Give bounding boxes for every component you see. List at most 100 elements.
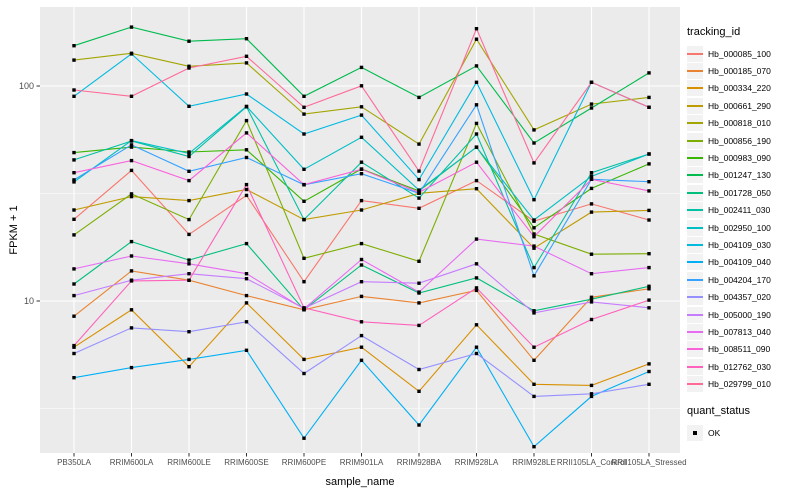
- data-point: [589, 202, 594, 206]
- legend-item-label: Hb_000334_220: [708, 83, 771, 94]
- legend-item-Hb_000185_070: Hb_000185_070: [687, 62, 799, 80]
- data-point: [72, 150, 76, 155]
- legend-item-Hb_008511_090: Hb_008511_090: [687, 341, 799, 358]
- data-point: [417, 259, 421, 263]
- data-point: [417, 177, 421, 182]
- data-point: [359, 208, 364, 212]
- data-point: [129, 138, 134, 143]
- data-point: [72, 88, 76, 92]
- data-point: [129, 365, 134, 370]
- x-tick-label: RRIM600PE: [282, 458, 326, 467]
- legend-item-label: Hb_001247_130: [708, 170, 771, 181]
- data-point: [187, 330, 191, 334]
- data-point: [647, 298, 651, 302]
- data-point: [359, 241, 364, 246]
- legend: tracking_id Hb_000085_100 Hb_000185_070 Hb…: [687, 26, 799, 441]
- data-point: [359, 172, 364, 176]
- data-point: [72, 351, 76, 356]
- data-point: [589, 177, 594, 181]
- legend-item-Hb_001728_050: Hb_001728_050: [687, 184, 799, 201]
- data-point: [302, 112, 306, 116]
- data-point: [187, 169, 191, 173]
- data-point: [72, 376, 76, 380]
- legend-key-icon: [687, 80, 703, 97]
- data-point: [129, 94, 134, 98]
- legend-item-label: Hb_004109_030: [708, 239, 771, 250]
- legend-item-label: Hb_000818_010: [708, 118, 771, 129]
- data-point: [532, 445, 536, 449]
- data-point: [187, 104, 191, 108]
- data-point: [359, 320, 364, 324]
- data-point: [244, 320, 249, 324]
- data-point: [72, 314, 76, 318]
- legend-item-label: OK: [708, 427, 721, 438]
- data-point: [474, 121, 479, 126]
- data-point: [302, 167, 306, 171]
- data-point: [72, 58, 76, 62]
- data-point: [417, 188, 421, 192]
- legend-title-quant-status: quant_status: [687, 404, 750, 417]
- data-point: [359, 135, 364, 139]
- legend-key-icon: [687, 167, 703, 184]
- x-tick-label: RRIM600SE: [224, 458, 268, 467]
- data-point: [187, 278, 191, 282]
- data-point: [589, 102, 594, 106]
- x-tick-label: RRIM928LE: [512, 458, 556, 467]
- legend-key-icon: [687, 323, 703, 340]
- data-point: [474, 351, 479, 356]
- data-point: [187, 365, 191, 369]
- data-point: [72, 171, 76, 175]
- data-point: [129, 239, 134, 244]
- data-point: [244, 37, 249, 41]
- data-point: [474, 80, 479, 84]
- data-point: [474, 27, 479, 31]
- data-point: [647, 362, 651, 366]
- legend-title-tracking-id: tracking_id: [687, 26, 741, 38]
- legend-item-label: Hb_000661_290: [708, 100, 771, 111]
- data-point: [72, 217, 76, 221]
- legend-item-Hb_004357_020: Hb_004357_020: [687, 288, 799, 306]
- legend-item-Hb_000085_100: Hb_000085_100: [687, 45, 799, 62]
- legend-item-label: Hb_001728_050: [708, 187, 771, 198]
- data-point: [359, 198, 364, 203]
- legend-key-icon: [687, 219, 703, 236]
- data-point: [244, 293, 249, 298]
- data-point: [187, 272, 191, 276]
- data-point: [187, 66, 191, 70]
- data-point: [72, 208, 76, 212]
- legend-item-label: Hb_008511_090: [708, 344, 771, 355]
- data-point: [532, 235, 536, 239]
- data-point: [532, 311, 536, 315]
- data-point: [244, 277, 249, 281]
- legend-item-label: Hb_004109_040: [708, 257, 771, 268]
- data-point: [474, 178, 479, 183]
- data-point: [647, 369, 651, 374]
- data-point: [417, 389, 421, 393]
- data-point: [302, 357, 306, 362]
- data-point: [244, 348, 249, 352]
- data-point: [244, 118, 249, 123]
- data-point: [647, 306, 651, 310]
- legend-item-label: Hb_004357_020: [708, 292, 771, 303]
- data-point: [589, 300, 594, 304]
- data-point: [187, 178, 191, 183]
- legend-item-Hb_002411_030: Hb_002411_030: [687, 202, 799, 219]
- x-tick-label: RRIM928BA: [397, 458, 442, 467]
- data-point: [417, 423, 421, 427]
- data-point: [589, 295, 594, 299]
- data-point: [72, 282, 76, 286]
- data-point: [187, 198, 191, 203]
- data-point: [72, 158, 76, 162]
- data-point: [647, 382, 651, 386]
- data-point: [72, 44, 76, 48]
- data-point: [359, 257, 364, 262]
- data-point: [474, 64, 479, 68]
- x-axis-title: sample_name: [325, 476, 395, 488]
- data-point: [532, 274, 536, 278]
- data-point: [359, 280, 364, 284]
- data-point: [417, 190, 421, 195]
- data-point: [72, 94, 76, 98]
- data-point: [474, 345, 479, 349]
